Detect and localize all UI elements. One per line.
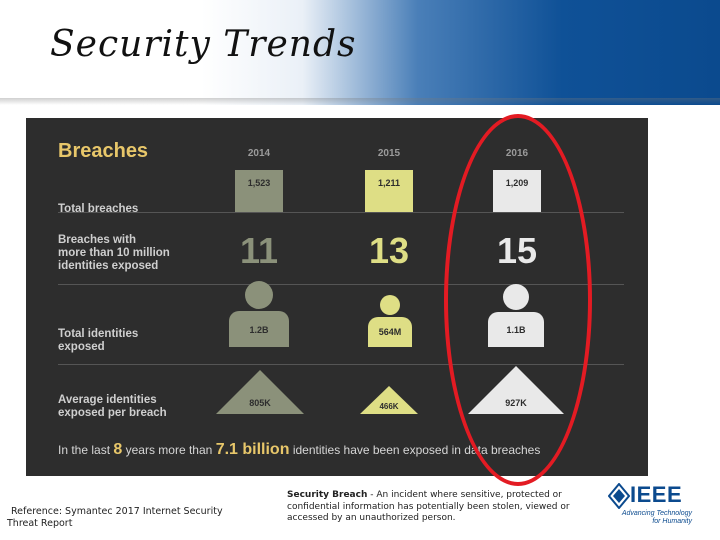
ieee-logo: IEEE Advancing Technology for Humanity [608, 480, 692, 530]
label-line: Breaches with [58, 234, 136, 246]
avg-per-breach-label: Average identities exposed per breach [58, 394, 167, 420]
summary-part2: years more than [125, 443, 213, 457]
person-head [380, 295, 400, 315]
label-line: identities exposed [58, 260, 159, 273]
row-divider [58, 212, 624, 213]
identities-2014: 1.2B [229, 311, 289, 347]
avg-triangle-shape [360, 386, 418, 414]
highlight-oval-2016 [444, 114, 592, 486]
avg-triangle-shape [216, 370, 304, 414]
definition-body: - An incident where sensitive, protected… [287, 490, 570, 524]
total-breaches-2015: 1,211 [365, 170, 413, 212]
person-icon-2014: 1.2B [229, 281, 289, 347]
ieee-badge-icon [608, 483, 630, 509]
reference-text: Reference: Symantec 2017 Internet Securi… [7, 506, 223, 529]
person-icon-2015: 564M [368, 295, 412, 347]
header-shadow [0, 98, 720, 105]
year-2014: 2014 [247, 148, 271, 159]
total-breaches-2014: 1,523 [235, 170, 283, 212]
large-breaches-2014: 11 [239, 230, 279, 271]
row-divider [58, 284, 624, 285]
definition-text: Security Breach - An incident where sens… [287, 490, 607, 525]
identities-2015: 564M [368, 317, 412, 347]
avg-triangle-2014: 805K [216, 370, 304, 414]
person-head [245, 281, 273, 309]
total-breaches-label: Total breaches [58, 203, 139, 215]
summary-years: 8 [113, 441, 123, 458]
summary-part1: In the last [58, 443, 111, 457]
ieee-tagline: Advancing Technology for Humanity [610, 510, 692, 525]
large-breaches-label: Breaches with more than 10 million ident… [58, 234, 170, 274]
label-line: Total identities [58, 328, 139, 340]
avg-2015: 466K [379, 402, 398, 411]
label-line: more than 10 million [58, 247, 170, 260]
avg-triangle-2015: 466K [360, 386, 418, 414]
infographic-title: Breaches [58, 140, 149, 162]
summary-line: In the last 8 years more than 7.1 billio… [58, 441, 540, 459]
slide-title: Security Trends [50, 24, 357, 65]
slide-header-band [0, 0, 720, 105]
identities-exposed-label: Total identities exposed [58, 328, 138, 354]
ieee-tagline-line1: Advancing Technology [621, 510, 692, 517]
ieee-wordmark: IEEE [630, 482, 683, 507]
large-breaches-2015: 13 [368, 230, 410, 271]
label-line: exposed per breach [58, 407, 167, 420]
row-divider [58, 364, 624, 365]
definition-term: Security Breach [287, 490, 368, 500]
ieee-tagline-line2: for Humanity [652, 517, 692, 525]
label-line: Average identities [58, 394, 157, 406]
label-line: exposed [58, 341, 105, 354]
summary-amount: 7.1 billion [215, 441, 290, 458]
year-2015: 2015 [377, 148, 401, 159]
avg-2014: 805K [249, 398, 271, 408]
